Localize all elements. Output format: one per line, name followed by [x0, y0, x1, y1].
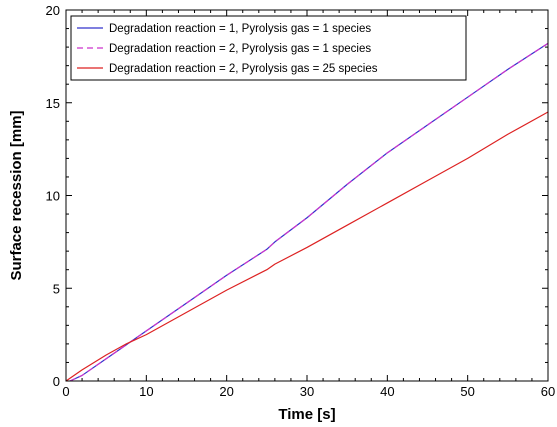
x-tick-label: 60 — [541, 384, 555, 399]
y-tick-label: 0 — [53, 374, 60, 389]
y-tick-label: 10 — [46, 189, 60, 204]
y-tick-label: 20 — [46, 3, 60, 18]
series-line-3 — [65, 111, 549, 382]
y-axis-title: Surface recession [mm] — [8, 110, 25, 280]
legend-label-2: Degradation reaction = 2, Pyrolysis gas … — [109, 43, 371, 55]
x-tick-label: 30 — [300, 384, 314, 399]
legend: Degradation reaction = 1, Pyrolysis gas … — [70, 15, 467, 81]
legend-label-3: Degradation reaction = 2, Pyrolysis gas … — [109, 63, 378, 75]
x-tick-label: 50 — [460, 384, 474, 399]
y-tick-label: 15 — [46, 96, 60, 111]
y-tick-label: 5 — [53, 281, 60, 296]
series-line-2 — [69, 42, 549, 382]
tick-labels: 0 10 20 30 40 50 60 0 5 10 15 20 — [46, 3, 556, 399]
series-line-1 — [69, 42, 549, 382]
x-tick-label: 40 — [380, 384, 394, 399]
axis-ticks — [65, 9, 549, 382]
x-axis-title: Time [s] — [278, 406, 335, 423]
x-tick-label: 0 — [62, 384, 69, 399]
x-tick-label: 10 — [139, 384, 153, 399]
legend-box — [70, 15, 467, 81]
x-tick-label: 20 — [219, 384, 233, 399]
series-lines — [65, 42, 549, 382]
legend-label-1: Degradation reaction = 1, Pyrolysis gas … — [109, 23, 371, 35]
